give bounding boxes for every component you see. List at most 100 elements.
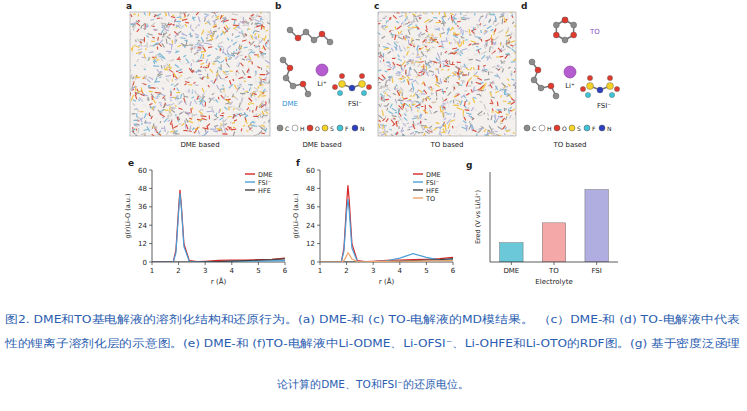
md-bond [237,85,242,87]
md-bond [182,19,187,20]
md-bond [412,118,417,119]
md-bond [514,71,516,73]
md-bond [403,56,405,58]
md-bond [167,59,170,63]
md-bond [183,130,187,131]
md-bond [404,114,406,116]
md-bond [220,89,222,93]
md-bond [164,17,167,20]
md-bond [259,47,261,50]
md-bond [245,19,246,22]
md-bond [208,62,209,67]
md-bond [258,15,261,17]
md-bond [162,95,166,96]
md-bond [251,16,253,18]
atom [327,39,333,45]
md-bond [180,62,183,65]
md-bond [384,106,387,107]
md-bond [131,86,135,89]
md-bond [473,54,477,56]
md-bond [135,77,141,78]
md-bond [171,40,173,44]
md-bond [257,66,260,68]
md-bond [225,57,227,59]
md-bond [500,88,502,91]
md-bond [238,107,242,110]
md-bond [476,82,482,84]
md-bond [426,72,429,74]
md-bond [231,55,235,57]
md-bond [430,88,434,90]
md-bond [513,132,514,134]
md-bond [259,92,264,93]
md-bond [468,72,470,76]
md-bond [191,29,194,32]
md-bond [447,119,451,123]
md-bond [235,36,240,38]
md-bond [259,39,260,44]
md-bond [430,47,431,50]
md-bond [258,94,262,98]
md-bond [136,21,139,23]
md-bond [446,38,447,43]
md-bond [455,99,461,101]
md-bond [152,37,154,39]
md-bond [174,73,176,78]
md-bond [446,87,447,89]
md-bond [414,132,417,136]
md-bond [150,128,152,130]
md-bond [425,96,430,99]
md-bond [152,107,153,110]
md-bond [220,15,222,19]
md-bond [385,22,387,24]
md-bond [196,128,198,132]
md-bond [426,23,429,24]
md-bond [380,124,383,127]
md-bond [166,39,167,44]
md-bond [445,130,447,132]
md-bond [471,107,473,111]
md-bond [513,85,515,86]
md-bond [220,118,223,120]
md-bond [422,41,424,43]
md-bond [220,48,221,51]
md-bond [209,98,211,99]
md-bond [135,40,137,42]
md-bond [248,84,253,85]
md-bond [262,21,263,23]
md-bond [473,98,475,103]
md-bond [266,70,269,73]
md-bond [509,92,513,94]
md-bond [404,117,407,120]
md-bond [418,132,424,134]
md-bond [456,66,460,69]
md-bond [214,20,216,25]
md-bond [408,79,413,81]
li-ion [316,64,328,76]
md-bond [436,98,438,100]
md-bond [236,70,237,72]
md-bond [136,109,139,112]
md-bond [458,123,461,128]
md-bond [411,20,414,23]
md-bond [380,127,382,128]
md-bond [269,99,270,104]
md-bond [147,34,152,36]
md-bond [431,12,433,14]
md-bond [240,99,242,105]
md-bond [253,116,258,117]
md-bond [234,97,238,100]
md-bond [407,51,409,56]
md-bond [164,103,166,108]
md-bond [381,103,382,105]
md-bond [142,94,148,96]
md-bond [243,125,245,127]
md-bond [220,46,222,48]
md-bond [252,91,253,96]
md-bond [239,114,241,117]
md-bond [240,81,243,83]
md-bond [266,73,270,75]
md-bond [253,124,255,125]
md-bond [414,124,416,125]
md-bond [240,133,243,134]
